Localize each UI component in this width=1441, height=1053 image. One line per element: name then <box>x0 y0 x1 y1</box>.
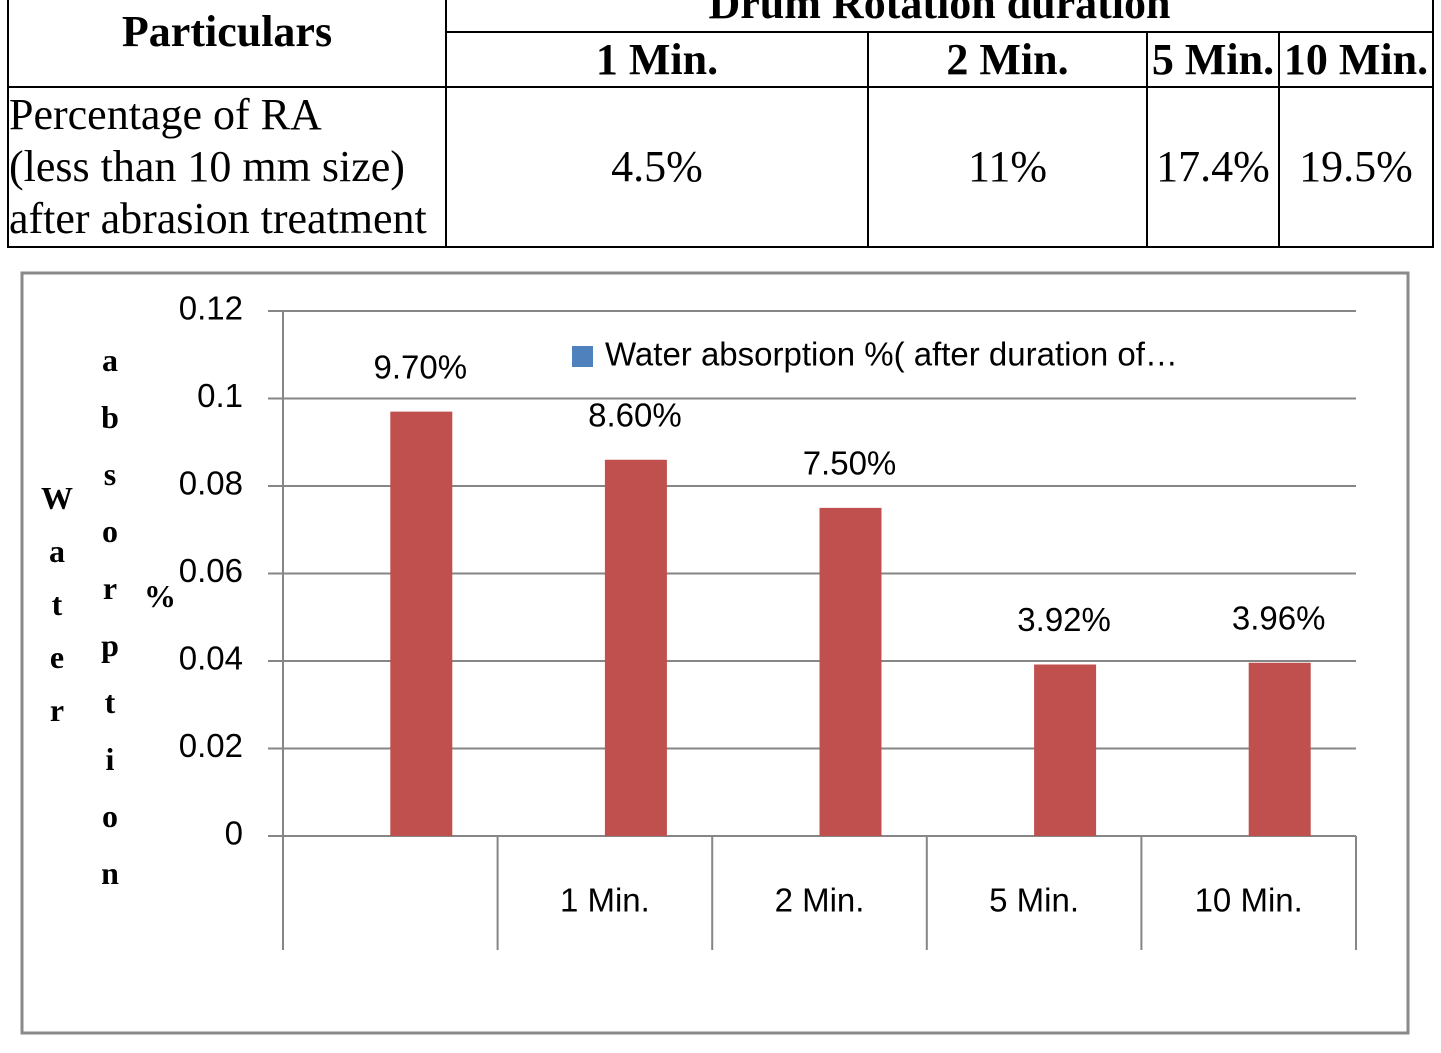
y-tick-label: 0.04 <box>179 640 243 677</box>
y-axis-label: Water <box>39 480 75 745</box>
data-label: 7.50% <box>803 445 897 482</box>
x-tick-label: 5 Min. <box>989 882 1079 919</box>
y-tick-label: 0.06 <box>179 552 243 589</box>
bar <box>1248 662 1311 836</box>
x-tick-label: 10 Min. <box>1195 882 1303 919</box>
data-label: 9.70% <box>374 348 468 385</box>
bar <box>1034 664 1097 836</box>
data-label: 3.96% <box>1232 599 1326 636</box>
cell: 4.5% <box>445 86 869 248</box>
data-table: Particulars Drum Rotation duration 1 Min… <box>7 0 1434 248</box>
y-tick-label: 0.02 <box>179 727 243 764</box>
y-tick-label: 0.1 <box>197 377 243 414</box>
subheader-cell: 5 Min. <box>1146 31 1280 88</box>
header-cell: Particulars <box>7 0 447 88</box>
label-line: after abrasion treatment <box>9 194 427 243</box>
chart-frame <box>20 271 1410 1035</box>
subheader-cell: 2 Min. <box>867 31 1148 88</box>
x-tick-label: 1 Min. <box>560 882 650 919</box>
legend-marker <box>572 346 593 367</box>
x-tick-label: 2 Min. <box>775 882 865 919</box>
bar <box>390 411 453 836</box>
legend-label: Water absorption %( after duration of… <box>605 336 1178 373</box>
cell: 17.4% <box>1146 86 1280 248</box>
header-cell: Drum Rotation duration <box>445 0 1434 33</box>
bar <box>819 507 882 836</box>
data-label: 8.60% <box>588 396 682 433</box>
subheader-cell: 1 Min. <box>445 31 869 88</box>
data-label: 3.92% <box>1017 601 1111 638</box>
bar <box>604 459 667 836</box>
y-axis-label: % <box>142 578 178 614</box>
cell: 11% <box>867 86 1148 248</box>
subheader-cell: 10 Min. <box>1278 31 1434 88</box>
y-tick-label: 0.08 <box>179 465 243 502</box>
y-tick-label: 0 <box>225 815 243 852</box>
label-line: (less than 10 mm size) <box>9 142 405 191</box>
cell: 19.5% <box>1278 86 1434 248</box>
y-tick-label: 0.12 <box>179 290 243 327</box>
label-line: Percentage of RA <box>9 90 322 139</box>
y-axis-label: absorption <box>92 342 128 912</box>
row-label: Percentage of RA (less than 10 mm size) … <box>7 86 447 248</box>
